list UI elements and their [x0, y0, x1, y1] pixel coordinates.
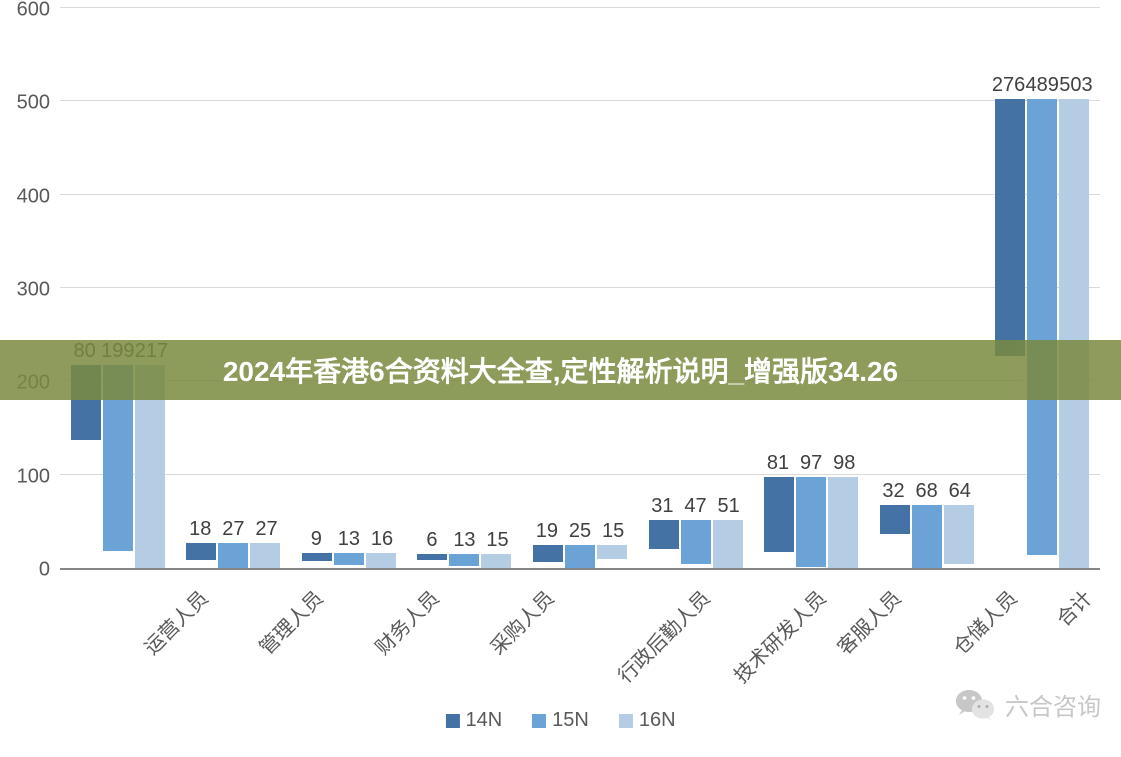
plot-area: 8019921718272791316613151925153147518197…: [60, 10, 1100, 570]
bar-value-label: 276: [992, 74, 1025, 97]
gridline: [60, 287, 1100, 288]
legend-item: 14N: [445, 709, 502, 732]
bar-value-label: 18: [189, 518, 211, 541]
bar-group: 182727: [186, 543, 280, 568]
bar-value-label: 25: [569, 520, 591, 543]
bar: 9: [302, 553, 332, 561]
x-tick-label: 技术研发人员: [726, 583, 831, 688]
bar: 19: [533, 545, 563, 563]
bar-value-label: 15: [602, 520, 624, 543]
x-tick-label: 客服人员: [830, 583, 907, 660]
gridline: [60, 194, 1100, 195]
bar-value-label: 13: [453, 529, 475, 552]
bar: 6: [417, 554, 447, 560]
bar-value-label: 27: [255, 518, 277, 541]
bar: 31: [649, 520, 679, 549]
y-tick-label: 100: [17, 465, 50, 488]
bar-group: 314751: [649, 520, 743, 568]
legend-swatch: [445, 714, 459, 728]
legend-swatch: [532, 714, 546, 728]
gridline: [60, 100, 1100, 101]
bar: 15: [597, 545, 627, 559]
legend-label: 15N: [552, 709, 589, 732]
bar-value-label: 98: [833, 452, 855, 475]
bar: 18: [186, 543, 216, 560]
x-tick-label: 采购人员: [483, 583, 560, 660]
x-tick-label: 运营人员: [136, 583, 213, 660]
bar: 68: [912, 505, 942, 568]
bar: 276: [995, 99, 1025, 357]
y-tick-label: 0: [39, 559, 50, 582]
bar: 64: [944, 505, 974, 565]
bar-value-label: 503: [1059, 74, 1092, 97]
bar: 27: [218, 543, 248, 568]
watermark: 六合咨询: [955, 687, 1101, 722]
bar-group: 91316: [302, 553, 396, 568]
legend-item: 15N: [532, 709, 589, 732]
gridline: [60, 474, 1100, 475]
bar-value-label: 13: [338, 528, 360, 551]
x-tick-label: 财务人员: [367, 583, 444, 660]
watermark-text: 六合咨询: [1005, 687, 1101, 722]
y-tick-label: 500: [17, 92, 50, 115]
bar: 489: [1027, 99, 1057, 555]
wechat-icon: [955, 688, 995, 721]
bar-value-label: 47: [684, 495, 706, 518]
x-tick-label: 管理人员: [252, 583, 329, 660]
y-tick-label: 300: [17, 279, 50, 302]
bar-value-label: 9: [311, 528, 322, 551]
chart-container: 0100200300400500600 80199217182727913166…: [0, 0, 1121, 757]
bar-value-label: 81: [767, 452, 789, 475]
bar: 13: [334, 553, 364, 565]
bar: 32: [880, 505, 910, 535]
bar-value-label: 27: [222, 518, 244, 541]
legend-label: 16N: [639, 709, 676, 732]
bar-value-label: 19: [536, 520, 558, 543]
bar: 503: [1059, 99, 1089, 568]
bar-group: 819798: [764, 477, 858, 568]
gridline: [60, 7, 1100, 8]
overlay-text: 2024年香港6合资料大全查,定性解析说明_增强版34.26: [223, 350, 898, 390]
bar-value-label: 97: [800, 452, 822, 475]
y-tick-label: 400: [17, 185, 50, 208]
bar-value-label: 15: [486, 529, 508, 552]
bar-value-label: 489: [1026, 74, 1059, 97]
bar-value-label: 64: [949, 480, 971, 503]
overlay-banner: 2024年香港6合资料大全查,定性解析说明_增强版34.26: [0, 340, 1121, 400]
bar-group: 192515: [533, 545, 627, 568]
bar: 47: [681, 520, 711, 564]
bar-value-label: 31: [651, 495, 673, 518]
x-tick-label: 仓储人员: [945, 583, 1022, 660]
y-axis: 0100200300400500600: [0, 0, 60, 570]
bar-value-label: 51: [718, 495, 740, 518]
bar-value-label: 6: [426, 529, 437, 552]
x-tick-label: 合计: [1049, 583, 1098, 632]
bar: 97: [796, 477, 826, 568]
bar-value-label: 32: [882, 480, 904, 503]
bar: 27: [250, 543, 280, 568]
bar: 81: [764, 477, 794, 553]
bar: 51: [713, 520, 743, 568]
legend-swatch: [619, 714, 633, 728]
bar: 25: [565, 545, 595, 568]
bar-group: 326864: [880, 505, 974, 568]
y-tick-label: 600: [17, 0, 50, 22]
bar-value-label: 68: [916, 480, 938, 503]
bar: 98: [828, 477, 858, 568]
legend-item: 16N: [619, 709, 676, 732]
bar-value-label: 16: [371, 528, 393, 551]
bar-group: 276489503: [995, 99, 1089, 568]
legend: 14N 15N 16N: [445, 709, 675, 732]
bar: 13: [449, 554, 479, 566]
bar-group: 61315: [417, 554, 511, 568]
bar: 15: [481, 554, 511, 568]
bar: 16: [366, 553, 396, 568]
legend-label: 14N: [465, 709, 502, 732]
x-tick-label: 行政后勤人员: [610, 583, 715, 688]
x-axis-labels: 运营人员管理人员财务人员采购人员行政后勤人员技术研发人员客服人员仓储人员合计: [60, 575, 1100, 665]
